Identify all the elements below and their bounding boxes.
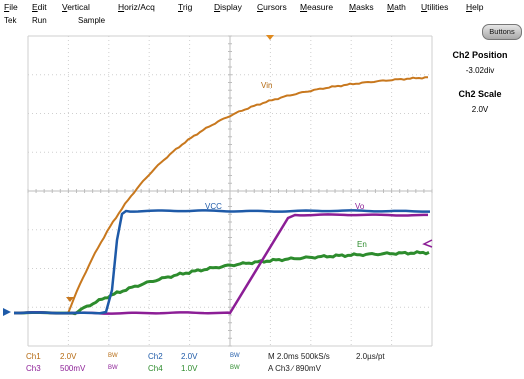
ch3-bw-limit-badge: BW xyxy=(108,365,118,371)
ch3-label[interactable]: Ch3 xyxy=(26,364,41,373)
vin-label: Vin xyxy=(261,81,272,90)
ch2-ground-marker-icon[interactable] xyxy=(3,308,11,316)
ch2-vcc-waveform xyxy=(13,209,431,315)
ch1-vin-waveform xyxy=(13,76,428,315)
menu-bar: File Edit Vertical Horiz/Acq Trig Displa… xyxy=(0,0,524,13)
en-label: En xyxy=(357,240,367,249)
graticule xyxy=(27,35,433,347)
menu-horiz-acq[interactable]: Horiz/Acq xyxy=(118,2,155,12)
ch3-trigger-level-icon[interactable] xyxy=(422,239,433,248)
ch1-label[interactable]: Ch1 xyxy=(26,352,41,361)
horizontal-readout[interactable]: M 2.0ms 500kS/s xyxy=(268,352,330,361)
menu-display[interactable]: Display xyxy=(214,2,242,12)
menu-help[interactable]: Help xyxy=(466,2,484,12)
ch1-bw-limit-badge: BW xyxy=(108,353,118,359)
ch2-scale-value[interactable]: 2.0V xyxy=(471,105,489,114)
menu-edit[interactable]: Edit xyxy=(32,2,47,12)
vcc-label: VCC xyxy=(205,202,222,211)
ch2-label[interactable]: Ch2 xyxy=(148,352,163,361)
side-panel: Ch2 Position -3.02div Ch2 Scale 2.0V xyxy=(436,50,524,114)
buttons-toggle-button[interactable]: Buttons xyxy=(482,24,522,40)
menu-vertical[interactable]: Vertical xyxy=(62,2,90,12)
ch4-bw-limit-badge: BW xyxy=(230,365,240,371)
resolution-readout: 2.0µs/pt xyxy=(356,352,385,361)
acq-mode: Sample xyxy=(78,16,106,25)
ch2-scale[interactable]: 2.0V xyxy=(181,352,198,361)
menu-measure[interactable]: Measure xyxy=(300,2,334,12)
channel-readout-bar: Ch1 2.0V BW Ch2 2.0V BW Ch3 500mV BW Ch4… xyxy=(0,350,440,379)
ch4-en-waveform xyxy=(13,250,430,316)
menu-cursors[interactable]: Cursors xyxy=(257,2,287,12)
vo-label: Vo xyxy=(355,202,365,211)
run-state: Run xyxy=(32,16,47,25)
menu-file[interactable]: File xyxy=(4,2,18,12)
ch2-bw-limit-badge: BW xyxy=(230,353,240,359)
ch2-position-value[interactable]: -3.02div xyxy=(465,66,495,75)
menu-trig[interactable]: Trig xyxy=(178,2,193,12)
ch1-scale[interactable]: 2.0V xyxy=(60,352,77,361)
trigger-readout[interactable]: A Ch3 ∕ 890mV xyxy=(268,364,321,373)
ch2-position-title: Ch2 Position xyxy=(452,50,508,60)
ch1-level-marker-icon[interactable] xyxy=(66,297,74,302)
ch2-scale-title: Ch2 Scale xyxy=(458,89,502,99)
menu-math[interactable]: Math xyxy=(387,2,406,12)
ch4-scale[interactable]: 1.0V xyxy=(181,364,198,373)
ch4-label[interactable]: Ch4 xyxy=(148,364,163,373)
trigger-position-icon xyxy=(266,35,274,40)
acquisition-status: Tek Run Sample xyxy=(0,14,200,26)
menu-masks[interactable]: Masks xyxy=(349,2,374,12)
ch3-scale[interactable]: 500mV xyxy=(60,364,86,373)
brand-label: Tek xyxy=(4,16,17,25)
menu-utilities[interactable]: Utilities xyxy=(421,2,449,12)
